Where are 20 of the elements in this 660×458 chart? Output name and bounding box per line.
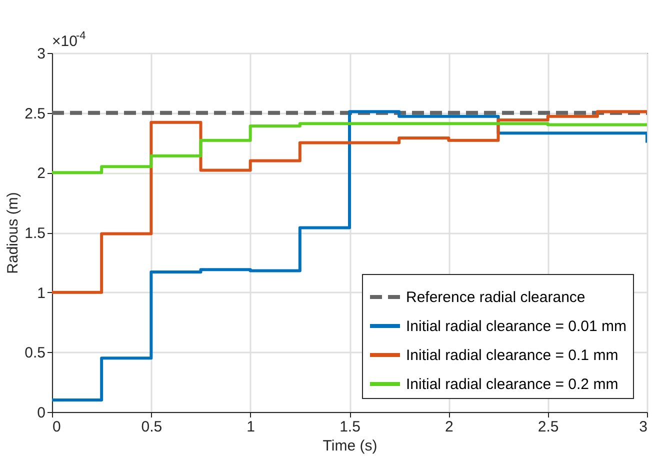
x-tick-label: 0 xyxy=(52,418,61,436)
y-tick-label: 3 xyxy=(37,46,46,62)
x-tick-label: 1.5 xyxy=(340,418,360,436)
x-tick-label: 1 xyxy=(246,418,256,436)
x-tick-label: 3 xyxy=(639,418,648,436)
y-tick-label: 2.5 xyxy=(24,105,46,122)
y-tick-label: 2 xyxy=(37,165,46,182)
x-axis-title: Time (s) xyxy=(322,438,378,454)
x-tick-label: 0.5 xyxy=(141,418,162,436)
legend-label: Reference radial clearance xyxy=(406,289,586,306)
legend-label: Initial radial clearance = 0.1 mm xyxy=(406,347,618,364)
y-tick-label: 1 xyxy=(37,284,46,302)
y-axis-title: Radious (m) xyxy=(4,192,22,274)
x-tick-label: 2 xyxy=(444,418,454,436)
y-tick-label: 0 xyxy=(37,404,46,422)
legend-label: Initial radial clearance = 0.2 mm xyxy=(406,376,618,393)
y-tick-label: 0.5 xyxy=(24,344,46,362)
legend-label: Initial radial clearance = 0.01 mm xyxy=(406,318,627,335)
x-tick-label: 2.5 xyxy=(538,418,559,436)
y-tick-label: 1.5 xyxy=(24,225,46,242)
